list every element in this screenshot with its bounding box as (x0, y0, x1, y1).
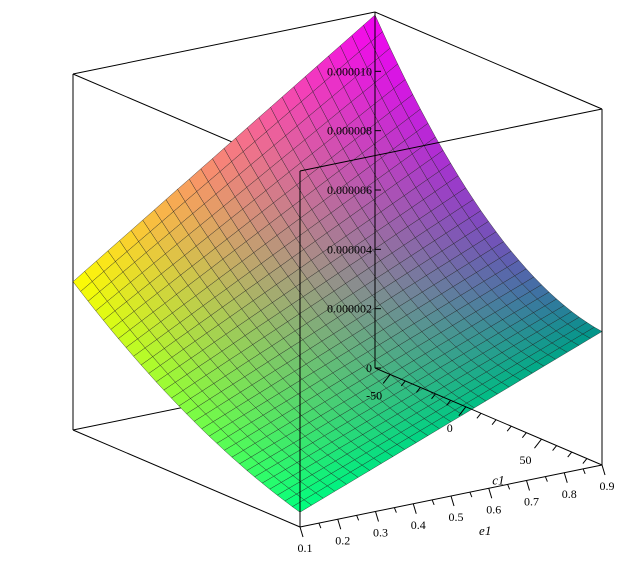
box-edge (374, 367, 603, 466)
e1-tick-label: 0.8 (562, 487, 577, 501)
e1-tick-label: 0.1 (298, 541, 313, 555)
e1-tick-label: 0.5 (449, 510, 464, 524)
e1-tick-label: 0.4 (411, 518, 426, 532)
c1-tick (552, 445, 557, 451)
e1-tick (526, 480, 530, 491)
e1-tick-label: 0.6 (486, 502, 501, 516)
e1-tick (356, 515, 360, 521)
axis-ticks (299, 70, 606, 538)
box-edge (299, 108, 603, 172)
z-tick-label: 0.000008 (327, 124, 372, 138)
c1-tick (534, 438, 542, 449)
c1-tick (382, 374, 391, 384)
c1-tick (491, 419, 497, 426)
z-tick-label: 0.000010 (327, 64, 372, 78)
box-edge (72, 429, 301, 528)
e1-tick (563, 472, 568, 483)
z-tick-label: 0.000004 (327, 242, 372, 256)
c1-tick-label: 0 (447, 421, 453, 435)
c1-tick (400, 380, 406, 387)
e1-tick-label: 0.2 (335, 533, 350, 547)
e1-tick-label: 0.7 (524, 495, 539, 509)
c1-tick (458, 406, 467, 417)
e1-tick-label: 0.3 (373, 526, 388, 540)
e1-tick (375, 511, 379, 522)
surface-mesh (72, 14, 603, 513)
c1-tick (476, 412, 482, 419)
e1-tick (318, 522, 322, 529)
c1-tick (582, 458, 588, 464)
c1-tick-label: 50 (519, 453, 531, 467)
e1-tick (431, 499, 435, 506)
e1-tick (450, 495, 455, 507)
c1-tick (446, 400, 452, 406)
e1-tick (412, 503, 417, 514)
z-tick-label: 0.000006 (327, 183, 372, 197)
e1-tick (393, 507, 397, 513)
e1-tick (582, 468, 586, 475)
c1-tick-label: -50 (366, 388, 382, 402)
e1-tick (544, 476, 548, 482)
c1-tick (431, 393, 436, 400)
box-edge (374, 11, 603, 110)
e1-axis-title: e1 (479, 523, 491, 538)
c1-tick (416, 387, 421, 393)
e1-tick (299, 526, 304, 538)
e1-tick (507, 484, 511, 490)
c1-tick (567, 451, 573, 458)
c1-axis-title: c1 (492, 473, 504, 488)
z-tick-label: 0.000002 (327, 302, 372, 316)
box-edge (72, 11, 376, 75)
e1-tick-label: 0.9 (600, 479, 615, 493)
c1-tick (506, 425, 512, 432)
axis-labels: 0 0.000002 0.000004 0.000006 0.000008 0.00001… (298, 64, 615, 555)
e1-tick (337, 519, 342, 530)
z-tick-label: 0 (366, 361, 372, 375)
e1-tick (488, 488, 493, 499)
e1-tick (601, 464, 606, 476)
c1-tick (521, 432, 527, 438)
e1-tick (469, 491, 473, 498)
